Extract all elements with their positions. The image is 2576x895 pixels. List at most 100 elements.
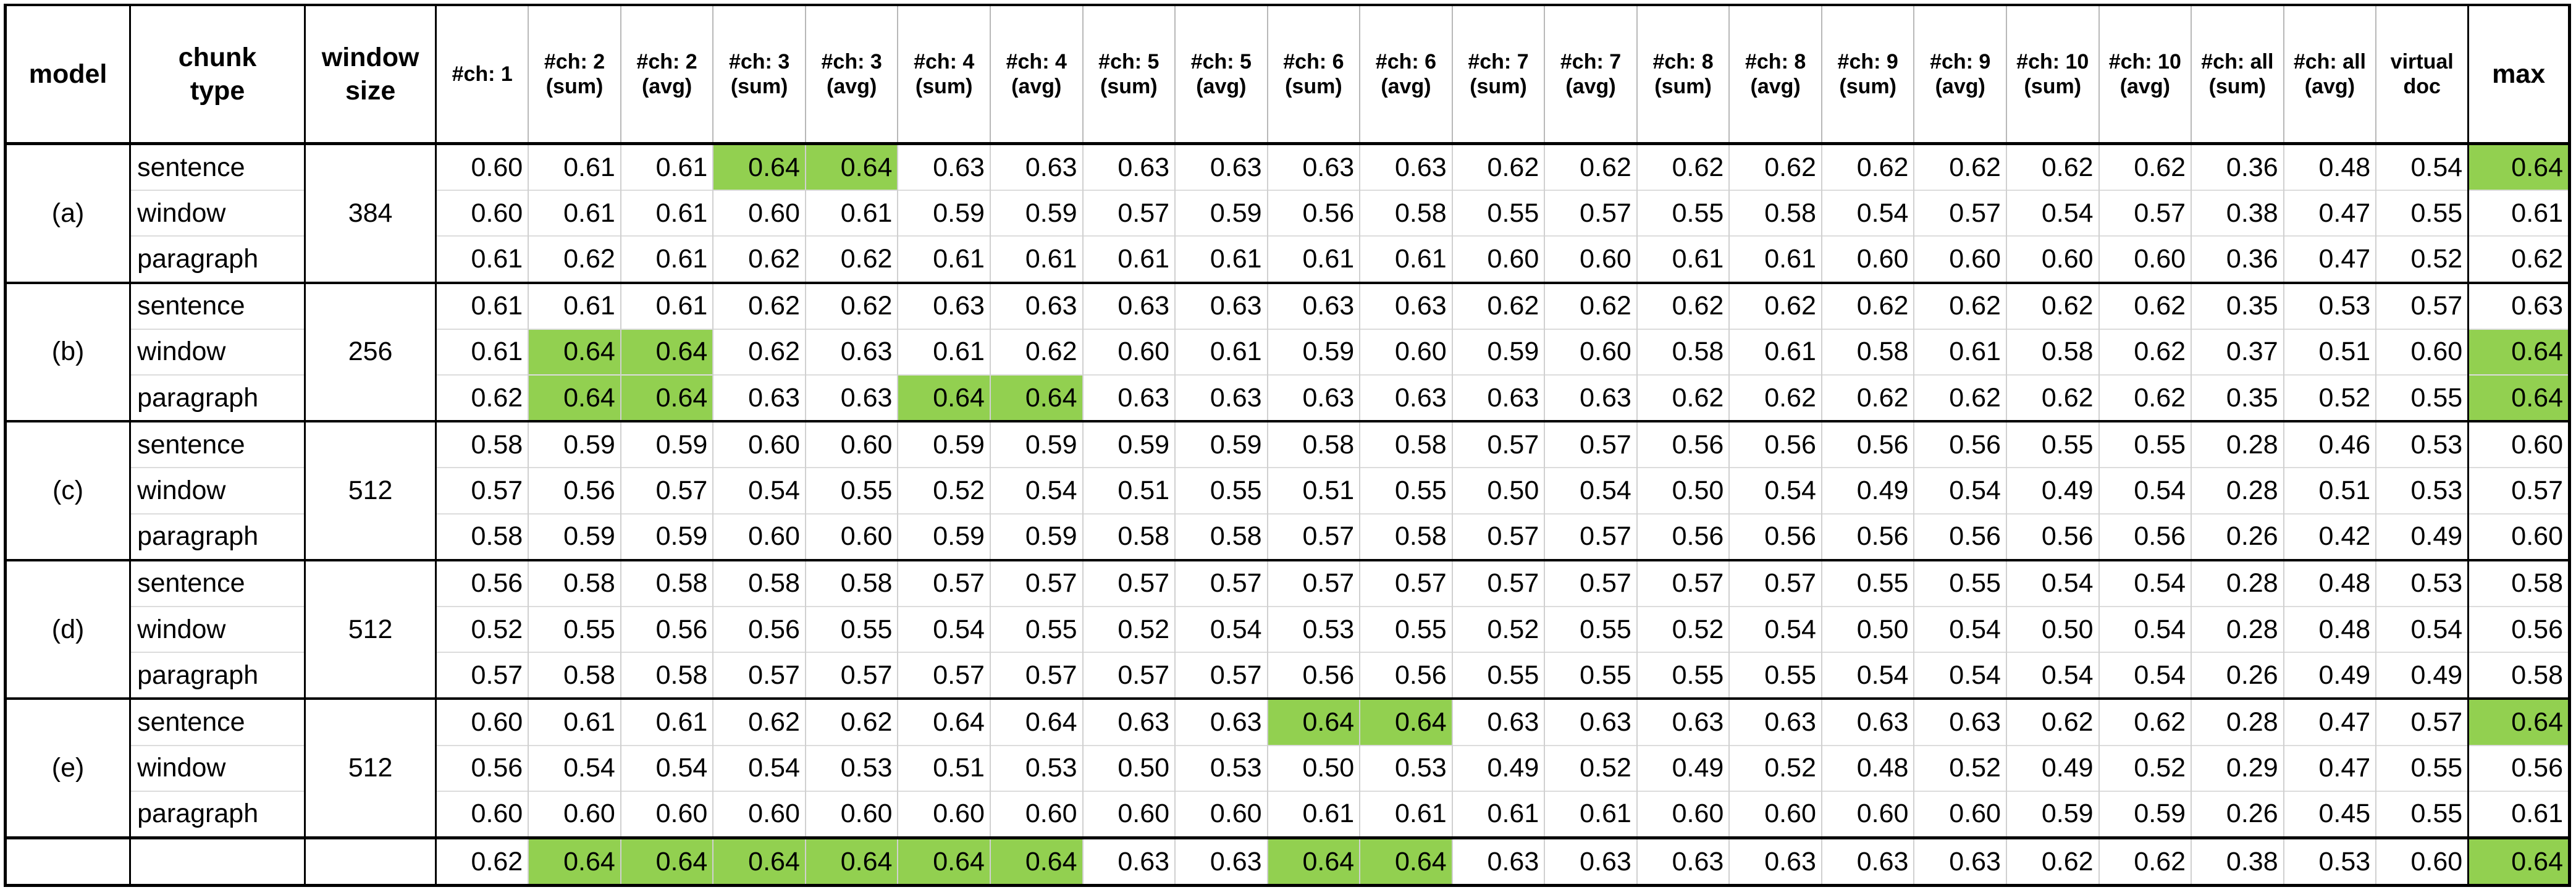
score-cell: 0.56 — [1728, 420, 1822, 468]
score-cell: 0.54 — [1728, 605, 1822, 653]
score-cell: 0.54 — [2098, 605, 2192, 653]
score-cell: 0.54 — [1544, 467, 1637, 514]
score-cell: 0.55 — [2375, 374, 2469, 422]
score-cell: 0.62 — [1728, 374, 1822, 422]
score-cell: 0.56 — [1820, 420, 1914, 468]
score-cell: 0.60 — [1913, 790, 2006, 838]
score-cell: 0.49 — [1451, 744, 1545, 791]
score-cell: 0.55 — [1636, 652, 1730, 699]
chunk-type-cell: paragraph — [129, 374, 305, 422]
column-header-line: #ch: 5 — [1190, 50, 1252, 74]
score-cell: 0.59 — [620, 513, 713, 560]
score-cell: 0.61 — [528, 697, 621, 746]
score-cell: 0.64 — [804, 143, 898, 191]
score-cell: 0.62 — [804, 697, 898, 746]
score-cell: 0.28 — [2191, 697, 2284, 746]
score-cell: 0.63 — [1174, 143, 1268, 191]
score-cell: 0.48 — [2283, 143, 2376, 191]
score-cell: 0.50 — [1820, 605, 1914, 653]
score-cell: 0.48 — [2283, 558, 2376, 607]
score-cell: 0.54 — [528, 744, 621, 791]
column-header: window size — [303, 4, 436, 145]
score-cell: 0.62 — [1636, 143, 1730, 191]
score-cell: 0.53 — [804, 744, 898, 791]
score-cell: 0.54 — [2098, 558, 2192, 607]
score-cell: 0.62 — [2005, 281, 2099, 329]
score-cell: 0.52 — [1082, 605, 1176, 653]
summary-score-cell: 0.63 — [1728, 836, 1822, 887]
score-cell: 0.64 — [2467, 374, 2571, 422]
score-cell: 0.57 — [897, 652, 990, 699]
table-row: paragraph 0.57 0.58 0.58 0.57 0.57 0.57 0.57 0.5… — [6, 652, 2571, 699]
score-cell: 0.52 — [897, 467, 990, 514]
score-cell: 0.56 — [1913, 420, 2006, 468]
summary-empty-cell — [3, 836, 130, 887]
score-cell: 0.62 — [2005, 374, 2099, 422]
score-cell: 0.57 — [1728, 558, 1822, 607]
score-cell: 0.61 — [1636, 235, 1730, 283]
score-cell: 0.51 — [1266, 467, 1360, 514]
score-cell: 0.59 — [897, 513, 990, 560]
score-cell: 0.64 — [897, 697, 990, 746]
score-cell: 0.53 — [2283, 281, 2376, 329]
score-cell: 0.60 — [1082, 790, 1176, 838]
score-cell: 0.57 — [1174, 652, 1268, 699]
score-cell: 0.62 — [1820, 143, 1914, 191]
score-cell: 0.63 — [1913, 697, 2006, 746]
score-cell: 0.62 — [2467, 235, 2571, 283]
score-cell: 0.60 — [712, 513, 806, 560]
score-cell: 0.60 — [2375, 328, 2469, 375]
column-header: #ch: 5 (avg) — [1174, 4, 1268, 145]
chunk-type-cell: paragraph — [129, 513, 305, 560]
score-cell: 0.54 — [2005, 652, 2099, 699]
score-cell: 0.56 — [1820, 513, 1914, 560]
score-cell: 0.64 — [989, 374, 1083, 422]
score-cell: 0.54 — [2005, 190, 2099, 237]
column-header: #ch: 2 (sum) — [528, 4, 621, 145]
score-cell: 0.58 — [1728, 190, 1822, 237]
score-cell: 0.45 — [2283, 790, 2376, 838]
score-cell: 0.38 — [2191, 190, 2284, 237]
column-header-line: #ch: 1 — [452, 62, 513, 86]
score-cell: 0.55 — [1451, 652, 1545, 699]
score-cell: 0.55 — [2375, 744, 2469, 791]
score-cell: 0.56 — [1636, 420, 1730, 468]
column-header-line: #ch: 7 — [1468, 50, 1529, 74]
score-cell: 0.64 — [620, 328, 713, 375]
score-cell: 0.62 — [1820, 281, 1914, 329]
column-header-line: #ch: 9 — [1930, 50, 1991, 74]
score-cell: 0.28 — [2191, 558, 2284, 607]
score-cell: 0.62 — [2098, 281, 2192, 329]
column-header-line: (sum) — [2208, 75, 2267, 98]
score-cell: 0.50 — [1266, 744, 1360, 791]
column-header-line: (sum) — [2024, 75, 2082, 98]
column-header-line: (avg) — [1381, 75, 1431, 98]
score-cell: 0.58 — [1359, 190, 1452, 237]
score-cell: 0.57 — [1544, 420, 1637, 468]
score-cell: 0.57 — [1359, 558, 1452, 607]
score-cell: 0.57 — [989, 652, 1083, 699]
score-cell: 0.62 — [1451, 281, 1545, 329]
score-cell: 0.62 — [1728, 281, 1822, 329]
score-cell: 0.58 — [1266, 420, 1360, 468]
score-cell: 0.59 — [1266, 328, 1360, 375]
score-cell: 0.49 — [2005, 467, 2099, 514]
score-cell: 0.57 — [2467, 467, 2571, 514]
score-cell: 0.60 — [435, 697, 529, 746]
score-cell: 0.63 — [1544, 697, 1637, 746]
score-cell: 0.60 — [804, 513, 898, 560]
table-row: paragraph 0.58 0.59 0.59 0.60 0.60 0.59 0.59 0.5… — [6, 513, 2571, 560]
chunk-type-cell: sentence — [129, 697, 305, 746]
score-cell: 0.61 — [1174, 328, 1268, 375]
score-cell: 0.60 — [1820, 790, 1914, 838]
score-cell: 0.64 — [1266, 697, 1360, 746]
table-row: (d) sentence 512 0.56 0.58 0.58 0.58 0.58 0.57 0.… — [3, 558, 2571, 699]
score-cell: 0.63 — [1082, 697, 1176, 746]
score-cell: 0.59 — [897, 420, 990, 468]
column-header: #ch: all (avg) — [2283, 4, 2376, 145]
score-cell: 0.60 — [1820, 235, 1914, 283]
score-cell: 0.53 — [1174, 744, 1268, 791]
model-cell: (d) — [3, 558, 130, 699]
score-cell: 0.57 — [620, 467, 713, 514]
score-cell: 0.64 — [528, 374, 621, 422]
